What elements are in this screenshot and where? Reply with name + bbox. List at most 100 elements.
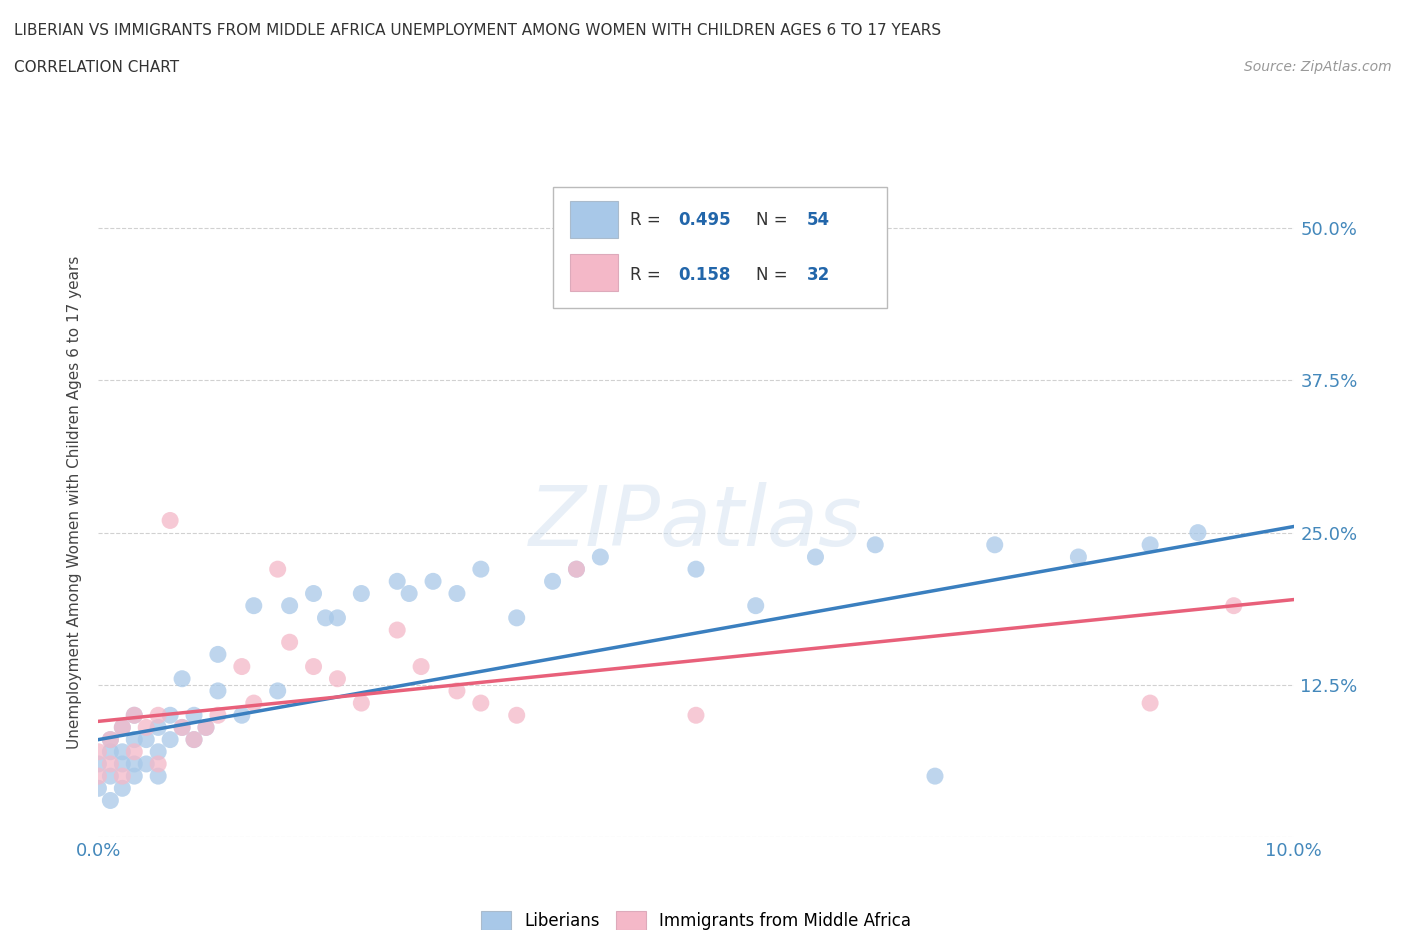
Text: 54: 54	[807, 210, 830, 229]
Point	[745, 598, 768, 613]
Text: 32: 32	[807, 266, 831, 284]
FancyBboxPatch shape	[571, 255, 619, 291]
Point	[148, 769, 170, 784]
Point	[124, 756, 146, 771]
Point	[506, 610, 529, 625]
Point	[87, 769, 110, 784]
Point	[541, 574, 564, 589]
Point	[124, 744, 146, 759]
Point	[148, 744, 170, 759]
Point	[124, 708, 146, 723]
Point	[148, 708, 170, 723]
Point	[111, 781, 134, 796]
Point	[278, 598, 301, 613]
Point	[183, 732, 205, 747]
Point	[100, 732, 122, 747]
Point	[1067, 550, 1090, 565]
Point	[1139, 538, 1161, 552]
Text: LIBERIAN VS IMMIGRANTS FROM MIDDLE AFRICA UNEMPLOYMENT AMONG WOMEN WITH CHILDREN: LIBERIAN VS IMMIGRANTS FROM MIDDLE AFRIC…	[14, 23, 941, 38]
Point	[207, 684, 229, 698]
Point	[195, 720, 218, 735]
Text: N =: N =	[756, 210, 793, 229]
Point	[231, 708, 253, 723]
Point	[315, 610, 337, 625]
Point	[589, 550, 612, 565]
Point	[111, 720, 134, 735]
Point	[470, 562, 492, 577]
Point	[159, 513, 181, 528]
Point	[565, 562, 588, 577]
Point	[243, 696, 266, 711]
Point	[87, 744, 110, 759]
Point	[124, 708, 146, 723]
Point	[172, 720, 194, 735]
Point	[565, 562, 588, 577]
Point	[506, 708, 529, 723]
Point	[385, 574, 409, 589]
Point	[172, 720, 194, 735]
Point	[172, 671, 194, 686]
Point	[135, 732, 157, 747]
Y-axis label: Unemployment Among Women with Children Ages 6 to 17 years: Unemployment Among Women with Children A…	[67, 256, 83, 749]
Point	[111, 756, 134, 771]
Point	[183, 732, 205, 747]
Point	[398, 586, 420, 601]
Point	[302, 586, 325, 601]
Legend: Liberians, Immigrants from Middle Africa: Liberians, Immigrants from Middle Africa	[472, 902, 920, 930]
Point	[87, 781, 110, 796]
Text: CORRELATION CHART: CORRELATION CHART	[14, 60, 179, 75]
Text: ZIPatlas: ZIPatlas	[529, 482, 863, 563]
Point	[159, 708, 181, 723]
Text: R =: R =	[630, 266, 666, 284]
Point	[865, 538, 887, 552]
Point	[350, 696, 373, 711]
Point	[1139, 696, 1161, 711]
Point	[446, 684, 468, 698]
Point	[984, 538, 1007, 552]
Point	[1187, 525, 1209, 540]
Point	[207, 708, 229, 723]
Text: 0.495: 0.495	[678, 210, 731, 229]
Point	[422, 574, 444, 589]
Point	[100, 756, 122, 771]
Point	[124, 732, 146, 747]
Point	[111, 720, 134, 735]
Point	[231, 659, 253, 674]
Text: N =: N =	[756, 266, 793, 284]
FancyBboxPatch shape	[553, 188, 887, 308]
Point	[326, 671, 349, 686]
Point	[267, 684, 290, 698]
Point	[195, 720, 218, 735]
Point	[207, 647, 229, 662]
Point	[111, 744, 134, 759]
Point	[100, 744, 122, 759]
Point	[135, 756, 157, 771]
Point	[148, 756, 170, 771]
Text: 0.158: 0.158	[678, 266, 731, 284]
Point	[159, 732, 181, 747]
Point	[135, 720, 157, 735]
Point	[411, 659, 433, 674]
Point	[111, 769, 134, 784]
Point	[183, 708, 205, 723]
Point	[326, 610, 349, 625]
Point	[278, 635, 301, 650]
Text: R =: R =	[630, 210, 666, 229]
Point	[148, 720, 170, 735]
Point	[302, 659, 325, 674]
Point	[685, 562, 707, 577]
FancyBboxPatch shape	[571, 201, 619, 238]
Point	[1223, 598, 1246, 613]
Point	[446, 586, 468, 601]
Point	[100, 793, 122, 808]
Point	[470, 696, 492, 711]
Point	[685, 708, 707, 723]
Point	[350, 586, 373, 601]
Point	[804, 550, 827, 565]
Point	[100, 769, 122, 784]
Point	[385, 622, 409, 637]
Point	[267, 562, 290, 577]
Point	[924, 769, 946, 784]
Text: Source: ZipAtlas.com: Source: ZipAtlas.com	[1244, 60, 1392, 74]
Point	[243, 598, 266, 613]
